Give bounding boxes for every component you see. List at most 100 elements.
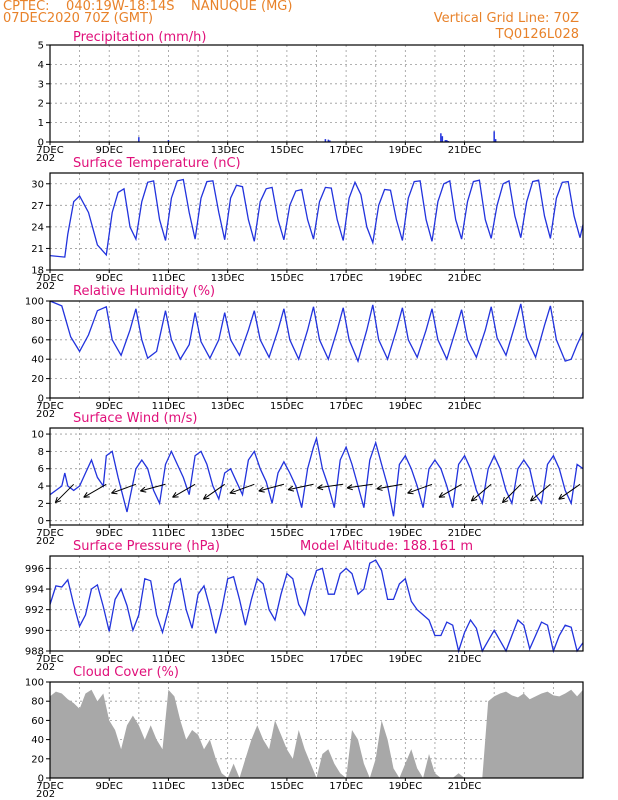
panel-frame xyxy=(49,681,584,779)
wind-arrow-head xyxy=(229,492,236,495)
y-tick-label: 40 xyxy=(31,735,44,746)
y-tick-label: 988 xyxy=(25,647,44,658)
temp-panel-title: Surface Temperature (nC) xyxy=(73,156,241,171)
wind-arrow xyxy=(258,483,285,492)
y-tick-label: 990 xyxy=(25,626,44,637)
x-tick-label: 11DEC xyxy=(152,781,186,792)
precip-bar xyxy=(440,133,442,142)
x-tick-label: 15DEC xyxy=(270,401,304,412)
x-tick-label: 7DEC xyxy=(36,781,63,792)
x-tick-label: 15DEC xyxy=(270,145,304,156)
wind-arrow xyxy=(172,483,196,498)
y-tick-label: 80 xyxy=(31,697,44,708)
x-tick-label: 15DEC xyxy=(270,528,304,539)
wind-arrow xyxy=(346,483,373,489)
x-tick-label: 7DEC xyxy=(36,145,63,156)
x-year-label: 202 xyxy=(36,789,55,800)
y-tick-label: 2 xyxy=(38,99,44,110)
wind-arrow-head xyxy=(502,500,509,504)
wind-arrow-head xyxy=(203,497,210,500)
precip-bar xyxy=(167,140,170,142)
x-tick-label: 21DEC xyxy=(448,781,482,792)
y-tick-label: 40 xyxy=(31,355,44,366)
y-tick-label: 21 xyxy=(31,244,44,255)
x-tick-label: 7DEC xyxy=(36,654,63,665)
x-tick-label: 7DEC xyxy=(36,528,63,539)
wind-arrow xyxy=(438,483,462,498)
wind-arrow xyxy=(203,483,225,500)
y-tick-label: 100 xyxy=(25,678,44,689)
wind-arrow xyxy=(111,483,137,494)
y-tick-label: 30 xyxy=(31,179,44,190)
x-tick-label: 9DEC xyxy=(96,401,123,412)
precip-bar xyxy=(494,139,497,142)
x-tick-label: 15DEC xyxy=(270,654,304,665)
wind-arrow-head xyxy=(558,493,563,500)
y-tick-label: 20 xyxy=(31,754,44,765)
wind-arrow xyxy=(288,483,314,491)
header-model-code: TQ0126L028 xyxy=(495,27,579,42)
precip-bar xyxy=(446,140,448,142)
wind-arrow-head xyxy=(140,490,147,493)
x-tick-label: 13DEC xyxy=(211,273,245,284)
wind-arrow-head xyxy=(258,486,264,492)
y-tick-label: 0 xyxy=(38,516,44,527)
x-tick-label: 19DEC xyxy=(388,781,422,792)
precip-bar xyxy=(138,137,140,142)
x-tick-label: 15DEC xyxy=(270,781,304,792)
header-station: CPTEC: 040:19W-18:14S NANUQUE (MG) xyxy=(3,0,293,14)
panel-frame xyxy=(49,300,584,399)
y-tick-label: 60 xyxy=(31,716,44,727)
x-tick-label: 7DEC xyxy=(36,401,63,412)
wind-arrow-head xyxy=(501,496,505,503)
panel-frame xyxy=(49,427,584,526)
x-tick-label: 13DEC xyxy=(211,401,245,412)
wind-arrow-head xyxy=(172,492,177,498)
x-tick-label: 9DEC xyxy=(96,273,123,284)
x-tick-label: 7DEC xyxy=(36,273,63,284)
header-vertical-grid: Vertical Grid Line: 70Z xyxy=(433,11,579,26)
wind-arrow-head xyxy=(438,492,443,498)
wind-arrow-head xyxy=(346,484,353,489)
x-tick-label: 17DEC xyxy=(329,401,363,412)
wind-panel-title: Surface Wind (m/s) xyxy=(73,411,197,426)
wind-arrow-head xyxy=(111,488,116,494)
y-tick-label: 2 xyxy=(38,499,44,510)
x-tick-label: 19DEC xyxy=(388,145,422,156)
wind-arrow-head xyxy=(317,484,323,489)
wind-arrow-head xyxy=(111,492,118,495)
temp-series-line xyxy=(49,178,584,258)
precip-panel-title: Precipitation (mm/h) xyxy=(73,30,206,45)
panel-frame xyxy=(49,172,584,271)
x-tick-label: 11DEC xyxy=(152,654,186,665)
x-year-label: 202 xyxy=(36,281,55,292)
x-tick-label: 21DEC xyxy=(448,273,482,284)
wind-arrow-head xyxy=(258,490,265,493)
y-tick-label: 24 xyxy=(31,222,44,233)
rh-series-line xyxy=(49,300,584,364)
wind-arrow-head xyxy=(202,493,207,500)
wind-arrow-head xyxy=(140,486,146,492)
y-tick-label: 4 xyxy=(38,482,44,493)
y-tick-label: 27 xyxy=(31,201,44,212)
wind-arrow-head xyxy=(376,488,383,491)
y-tick-label: 994 xyxy=(25,585,44,596)
wind-arrow xyxy=(530,483,551,502)
wind-arrow-head xyxy=(530,495,534,502)
y-tick-label: 0 xyxy=(38,138,44,149)
x-tick-label: 21DEC xyxy=(448,528,482,539)
x-tick-label: 19DEC xyxy=(388,273,422,284)
x-tick-label: 13DEC xyxy=(211,781,245,792)
x-tick-label: 17DEC xyxy=(329,781,363,792)
y-tick-label: 18 xyxy=(31,266,44,277)
x-tick-label: 11DEC xyxy=(152,145,186,156)
wind-arrow xyxy=(376,483,403,490)
cloud-panel-title: Cloud Cover (%) xyxy=(73,665,179,680)
y-tick-label: 0 xyxy=(38,394,44,405)
x-tick-label: 13DEC xyxy=(211,145,245,156)
wind-arrow-head xyxy=(471,499,478,502)
pres-series-line xyxy=(49,559,584,654)
y-tick-label: 0 xyxy=(38,774,44,785)
x-tick-label: 13DEC xyxy=(211,528,245,539)
y-tick-label: 3 xyxy=(38,79,44,90)
